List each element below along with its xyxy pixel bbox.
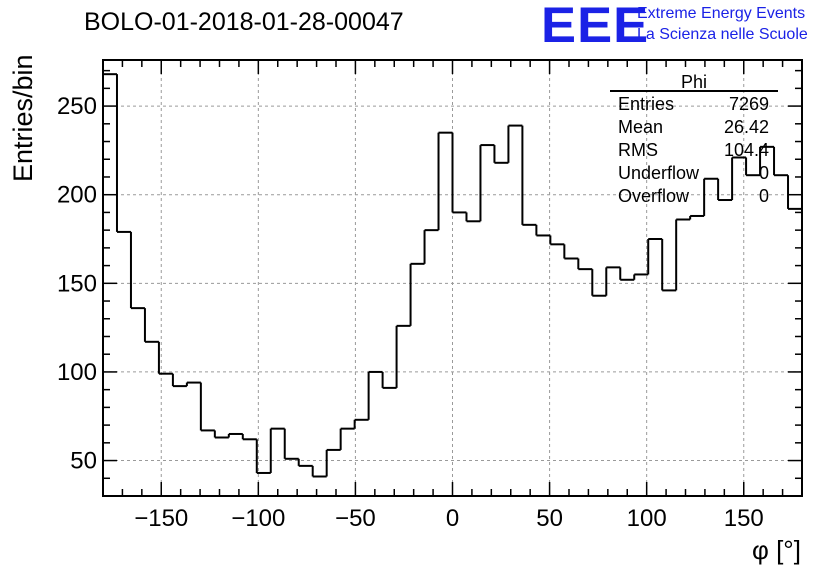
stats-row-label: RMS xyxy=(618,140,658,160)
y-tick-label: 50 xyxy=(70,448,97,475)
y-tick-label: 150 xyxy=(57,270,97,297)
stats-row-value: 26.42 xyxy=(724,117,769,137)
x-tick-label: −50 xyxy=(335,505,376,532)
y-tick-label: 100 xyxy=(57,359,97,386)
eee-logo: EEE xyxy=(541,0,650,53)
stats-row-label: Overflow xyxy=(618,186,690,206)
stats-row-value: 0 xyxy=(759,163,769,183)
x-tick-label: 0 xyxy=(446,505,459,532)
x-tick-label: 150 xyxy=(724,505,764,532)
x-tick-label: 100 xyxy=(627,505,667,532)
stats-row-label: Entries xyxy=(618,94,674,114)
stats-row-value: 104.4 xyxy=(724,140,769,160)
y-tick-label: 250 xyxy=(57,93,97,120)
x-tick-label: −150 xyxy=(134,505,188,532)
stats-row-label: Mean xyxy=(618,117,663,137)
x-axis-label: φ [°] xyxy=(752,535,801,565)
stats-row-label: Underflow xyxy=(618,163,700,183)
histogram-title: BOLO-01-2018-01-28-00047 xyxy=(84,8,404,36)
stats-row-value: 0 xyxy=(759,186,769,206)
logo-line-2: La Scienza nelle Scuole xyxy=(637,26,808,43)
y-tick-label: 200 xyxy=(57,182,97,209)
stats-row-value: 7269 xyxy=(729,94,769,114)
stats-box-title: Phi xyxy=(681,72,707,92)
logo-line-1: Extreme Energy Events xyxy=(637,5,806,22)
x-tick-label: 50 xyxy=(536,505,563,532)
x-tick-label: −100 xyxy=(231,505,285,532)
